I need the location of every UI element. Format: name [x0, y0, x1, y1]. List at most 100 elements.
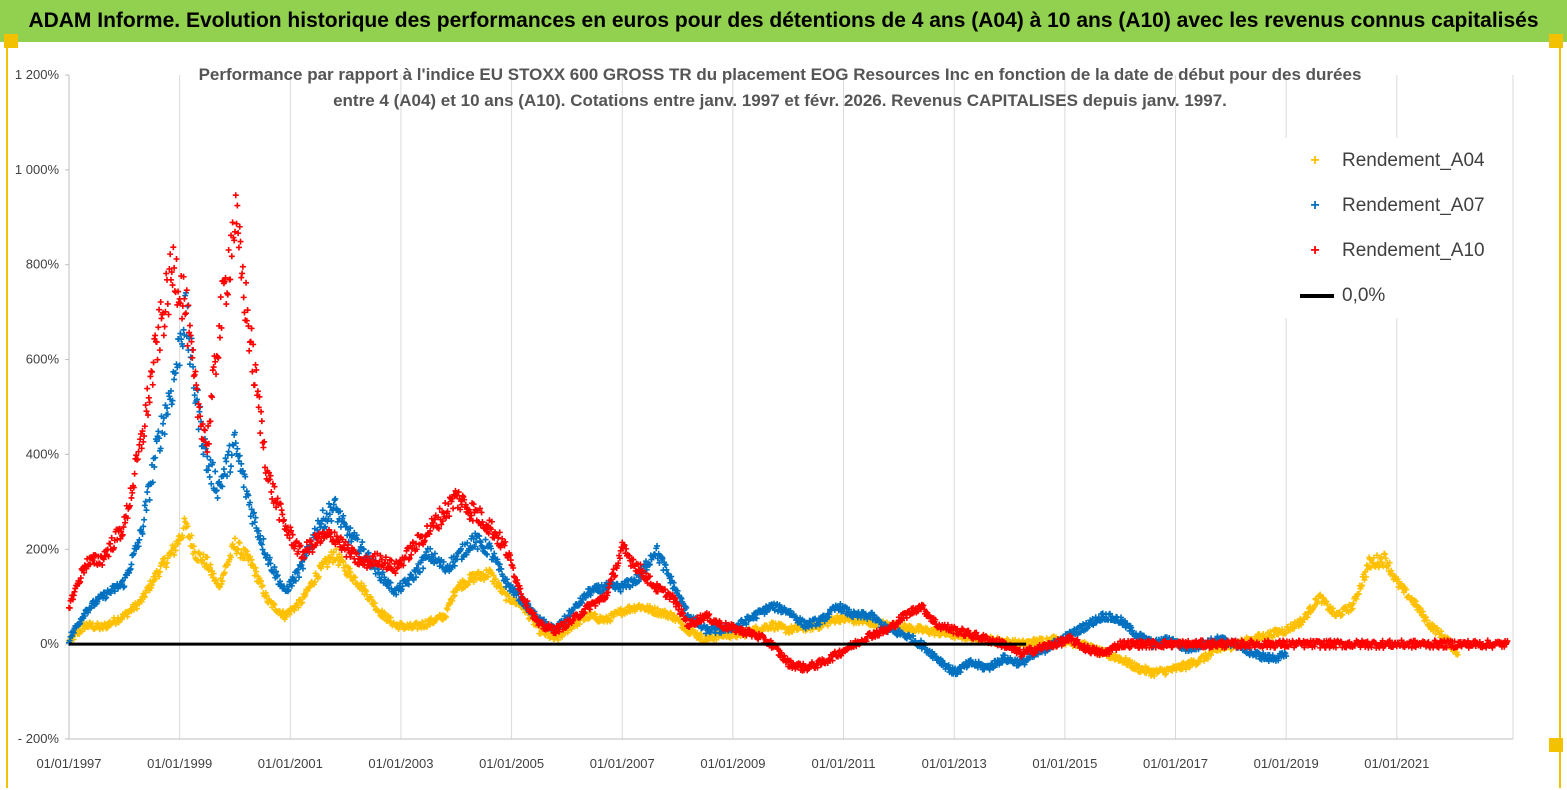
data-point	[463, 551, 470, 558]
data-point	[1349, 605, 1356, 612]
data-point	[172, 547, 179, 554]
data-point	[1362, 573, 1369, 580]
data-point	[250, 509, 257, 516]
data-point	[169, 397, 176, 404]
data-point	[164, 405, 171, 412]
data-point	[484, 551, 491, 558]
data-point	[212, 468, 219, 475]
data-point	[311, 578, 318, 585]
data-point	[1122, 655, 1129, 662]
data-point	[382, 611, 389, 618]
data-point	[143, 507, 150, 514]
data-point	[157, 445, 164, 452]
data-point	[144, 489, 151, 496]
data-point	[431, 550, 438, 557]
data-point	[231, 429, 238, 436]
data-point	[133, 605, 140, 612]
data-point	[171, 551, 178, 558]
frame-corner-top-left	[4, 34, 18, 48]
data-point	[228, 463, 235, 470]
data-point	[387, 614, 394, 621]
data-point	[131, 470, 138, 477]
x-tick-label: 01/01/2005	[479, 756, 544, 771]
data-point	[179, 534, 186, 541]
data-point	[246, 347, 253, 354]
data-point	[464, 539, 471, 546]
data-point	[1367, 564, 1374, 571]
data-point	[175, 540, 182, 547]
data-point	[299, 565, 306, 572]
data-point	[1385, 562, 1392, 569]
data-point	[136, 536, 143, 543]
axis-layer: 01/01/1997 01/01/1999 01/01/2001 01/01/2003…	[15, 67, 1513, 771]
data-point	[257, 430, 264, 437]
data-point	[214, 494, 221, 501]
data-point	[1012, 636, 1019, 643]
data-point	[474, 546, 481, 553]
data-point	[196, 404, 203, 411]
x-tick-label: 01/01/2003	[368, 756, 433, 771]
data-point	[204, 554, 211, 561]
data-point	[157, 298, 164, 305]
x-tick-label: 01/01/1999	[147, 756, 212, 771]
data-point	[258, 577, 265, 584]
data-point	[330, 549, 337, 556]
data-point	[1359, 582, 1366, 589]
data-point	[346, 531, 353, 538]
data-point	[1283, 629, 1290, 636]
data-point	[219, 483, 226, 490]
data-point	[207, 561, 214, 568]
data-point	[182, 310, 189, 317]
data-point	[224, 473, 231, 480]
data-point	[186, 361, 193, 368]
data-point	[471, 543, 478, 550]
data-point	[243, 279, 250, 286]
y-tick-label: 600%	[26, 352, 60, 367]
data-point	[181, 295, 188, 302]
data-point	[228, 253, 235, 260]
x-tick-label: 01/01/2009	[700, 756, 765, 771]
data-point	[328, 517, 335, 524]
data-point	[1151, 672, 1158, 679]
x-tick-label: 01/01/2013	[922, 756, 987, 771]
data-point	[228, 452, 235, 459]
data-point	[555, 636, 562, 643]
data-point	[235, 244, 242, 251]
page-title: ADAM Informe. Evolution historique des p…	[28, 9, 1539, 32]
data-point	[185, 302, 192, 309]
data-point	[329, 507, 336, 514]
data-point	[240, 484, 247, 491]
data-point	[213, 371, 220, 378]
data-point	[334, 518, 341, 525]
data-point	[470, 579, 477, 586]
data-point	[121, 583, 128, 590]
data-point	[190, 346, 197, 353]
data-point	[169, 282, 176, 289]
data-point	[216, 334, 223, 341]
data-point	[236, 452, 243, 459]
data-point	[423, 549, 430, 556]
data-point	[149, 479, 156, 486]
data-point	[144, 385, 151, 392]
data-point	[161, 431, 168, 438]
data-point	[399, 583, 406, 590]
data-point	[227, 469, 234, 476]
data-point	[139, 530, 146, 537]
data-point	[324, 563, 331, 570]
data-point	[160, 415, 167, 422]
data-point	[186, 322, 193, 329]
data-point	[234, 202, 241, 209]
data-point	[1361, 576, 1368, 583]
data-point	[81, 613, 88, 620]
data-point	[314, 526, 321, 533]
page-banner: ADAM Informe. Evolution historique des p…	[0, 0, 1567, 42]
data-point	[292, 577, 299, 584]
data-point	[427, 545, 434, 552]
data-point	[152, 575, 159, 582]
data-point	[176, 362, 183, 369]
data-point	[252, 361, 259, 368]
x-tick-label: 01/01/2007	[590, 756, 655, 771]
data-point	[251, 382, 258, 389]
data-point	[1394, 576, 1401, 583]
